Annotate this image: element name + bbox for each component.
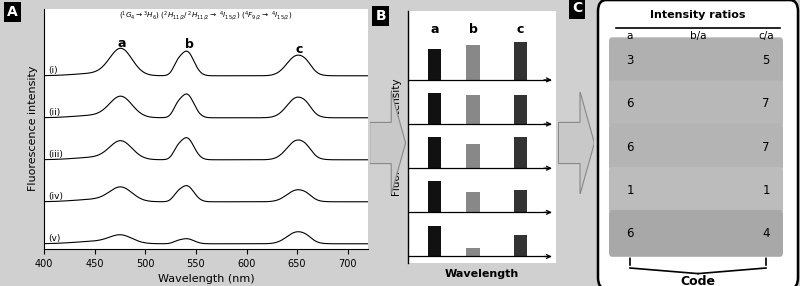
FancyBboxPatch shape — [609, 80, 783, 127]
Text: b: b — [185, 39, 194, 51]
FancyBboxPatch shape — [609, 37, 783, 84]
Bar — [466, 96, 480, 124]
Text: 1: 1 — [762, 184, 770, 197]
Bar — [514, 42, 527, 80]
Bar — [428, 137, 442, 168]
FancyBboxPatch shape — [598, 0, 798, 286]
FancyBboxPatch shape — [609, 210, 783, 257]
Text: 6: 6 — [626, 98, 634, 110]
Bar — [466, 45, 480, 80]
Bar — [428, 225, 442, 257]
Text: 5: 5 — [762, 54, 770, 67]
Text: 7: 7 — [762, 98, 770, 110]
Text: (iii): (iii) — [48, 150, 63, 158]
Text: (iv): (iv) — [48, 192, 63, 200]
Text: c: c — [295, 43, 302, 56]
FancyBboxPatch shape — [609, 167, 783, 214]
Text: b: b — [469, 23, 478, 36]
Text: A: A — [6, 5, 18, 19]
Text: 7: 7 — [762, 140, 770, 154]
Bar — [466, 144, 480, 168]
Bar — [514, 190, 527, 212]
Text: c/a: c/a — [758, 31, 774, 41]
Text: 6: 6 — [626, 140, 634, 154]
Text: a: a — [118, 37, 126, 50]
FancyBboxPatch shape — [609, 124, 783, 170]
Text: (i): (i) — [48, 65, 58, 75]
Bar — [514, 235, 527, 257]
Bar — [466, 248, 480, 257]
X-axis label: Wavelength: Wavelength — [445, 269, 519, 279]
Text: 1: 1 — [626, 184, 634, 197]
Text: (v): (v) — [48, 234, 61, 243]
Bar — [428, 181, 442, 212]
Text: a: a — [627, 31, 633, 41]
Y-axis label: Fluorescence intensity: Fluorescence intensity — [393, 79, 402, 196]
Text: 3: 3 — [626, 54, 634, 67]
Polygon shape — [558, 92, 594, 194]
X-axis label: Wavelength (nm): Wavelength (nm) — [158, 274, 254, 284]
Bar — [428, 93, 442, 124]
Text: 6: 6 — [626, 227, 634, 240]
Text: 4: 4 — [762, 227, 770, 240]
Text: C: C — [572, 1, 582, 15]
Text: B: B — [375, 9, 386, 23]
Polygon shape — [370, 92, 406, 194]
Bar — [514, 137, 527, 168]
Text: b/a: b/a — [690, 31, 706, 41]
Bar — [466, 192, 480, 212]
Text: Intensity ratios: Intensity ratios — [650, 10, 746, 20]
Text: c: c — [517, 23, 524, 36]
Y-axis label: Fluorescence intensity: Fluorescence intensity — [29, 66, 38, 191]
Text: Code: Code — [681, 275, 715, 286]
Bar — [514, 96, 527, 124]
Text: ($^1G_4$$\rightarrow$$^3H_6$) ($^2H_{11/2}$/$\,$$^2H_{11/2}$$\rightarrow$ $^4I_{: ($^1G_4$$\rightarrow$$^3H_6$) ($^2H_{11/… — [119, 10, 293, 23]
Text: a: a — [430, 23, 439, 36]
Bar — [428, 49, 442, 80]
Text: (ii): (ii) — [48, 108, 60, 116]
